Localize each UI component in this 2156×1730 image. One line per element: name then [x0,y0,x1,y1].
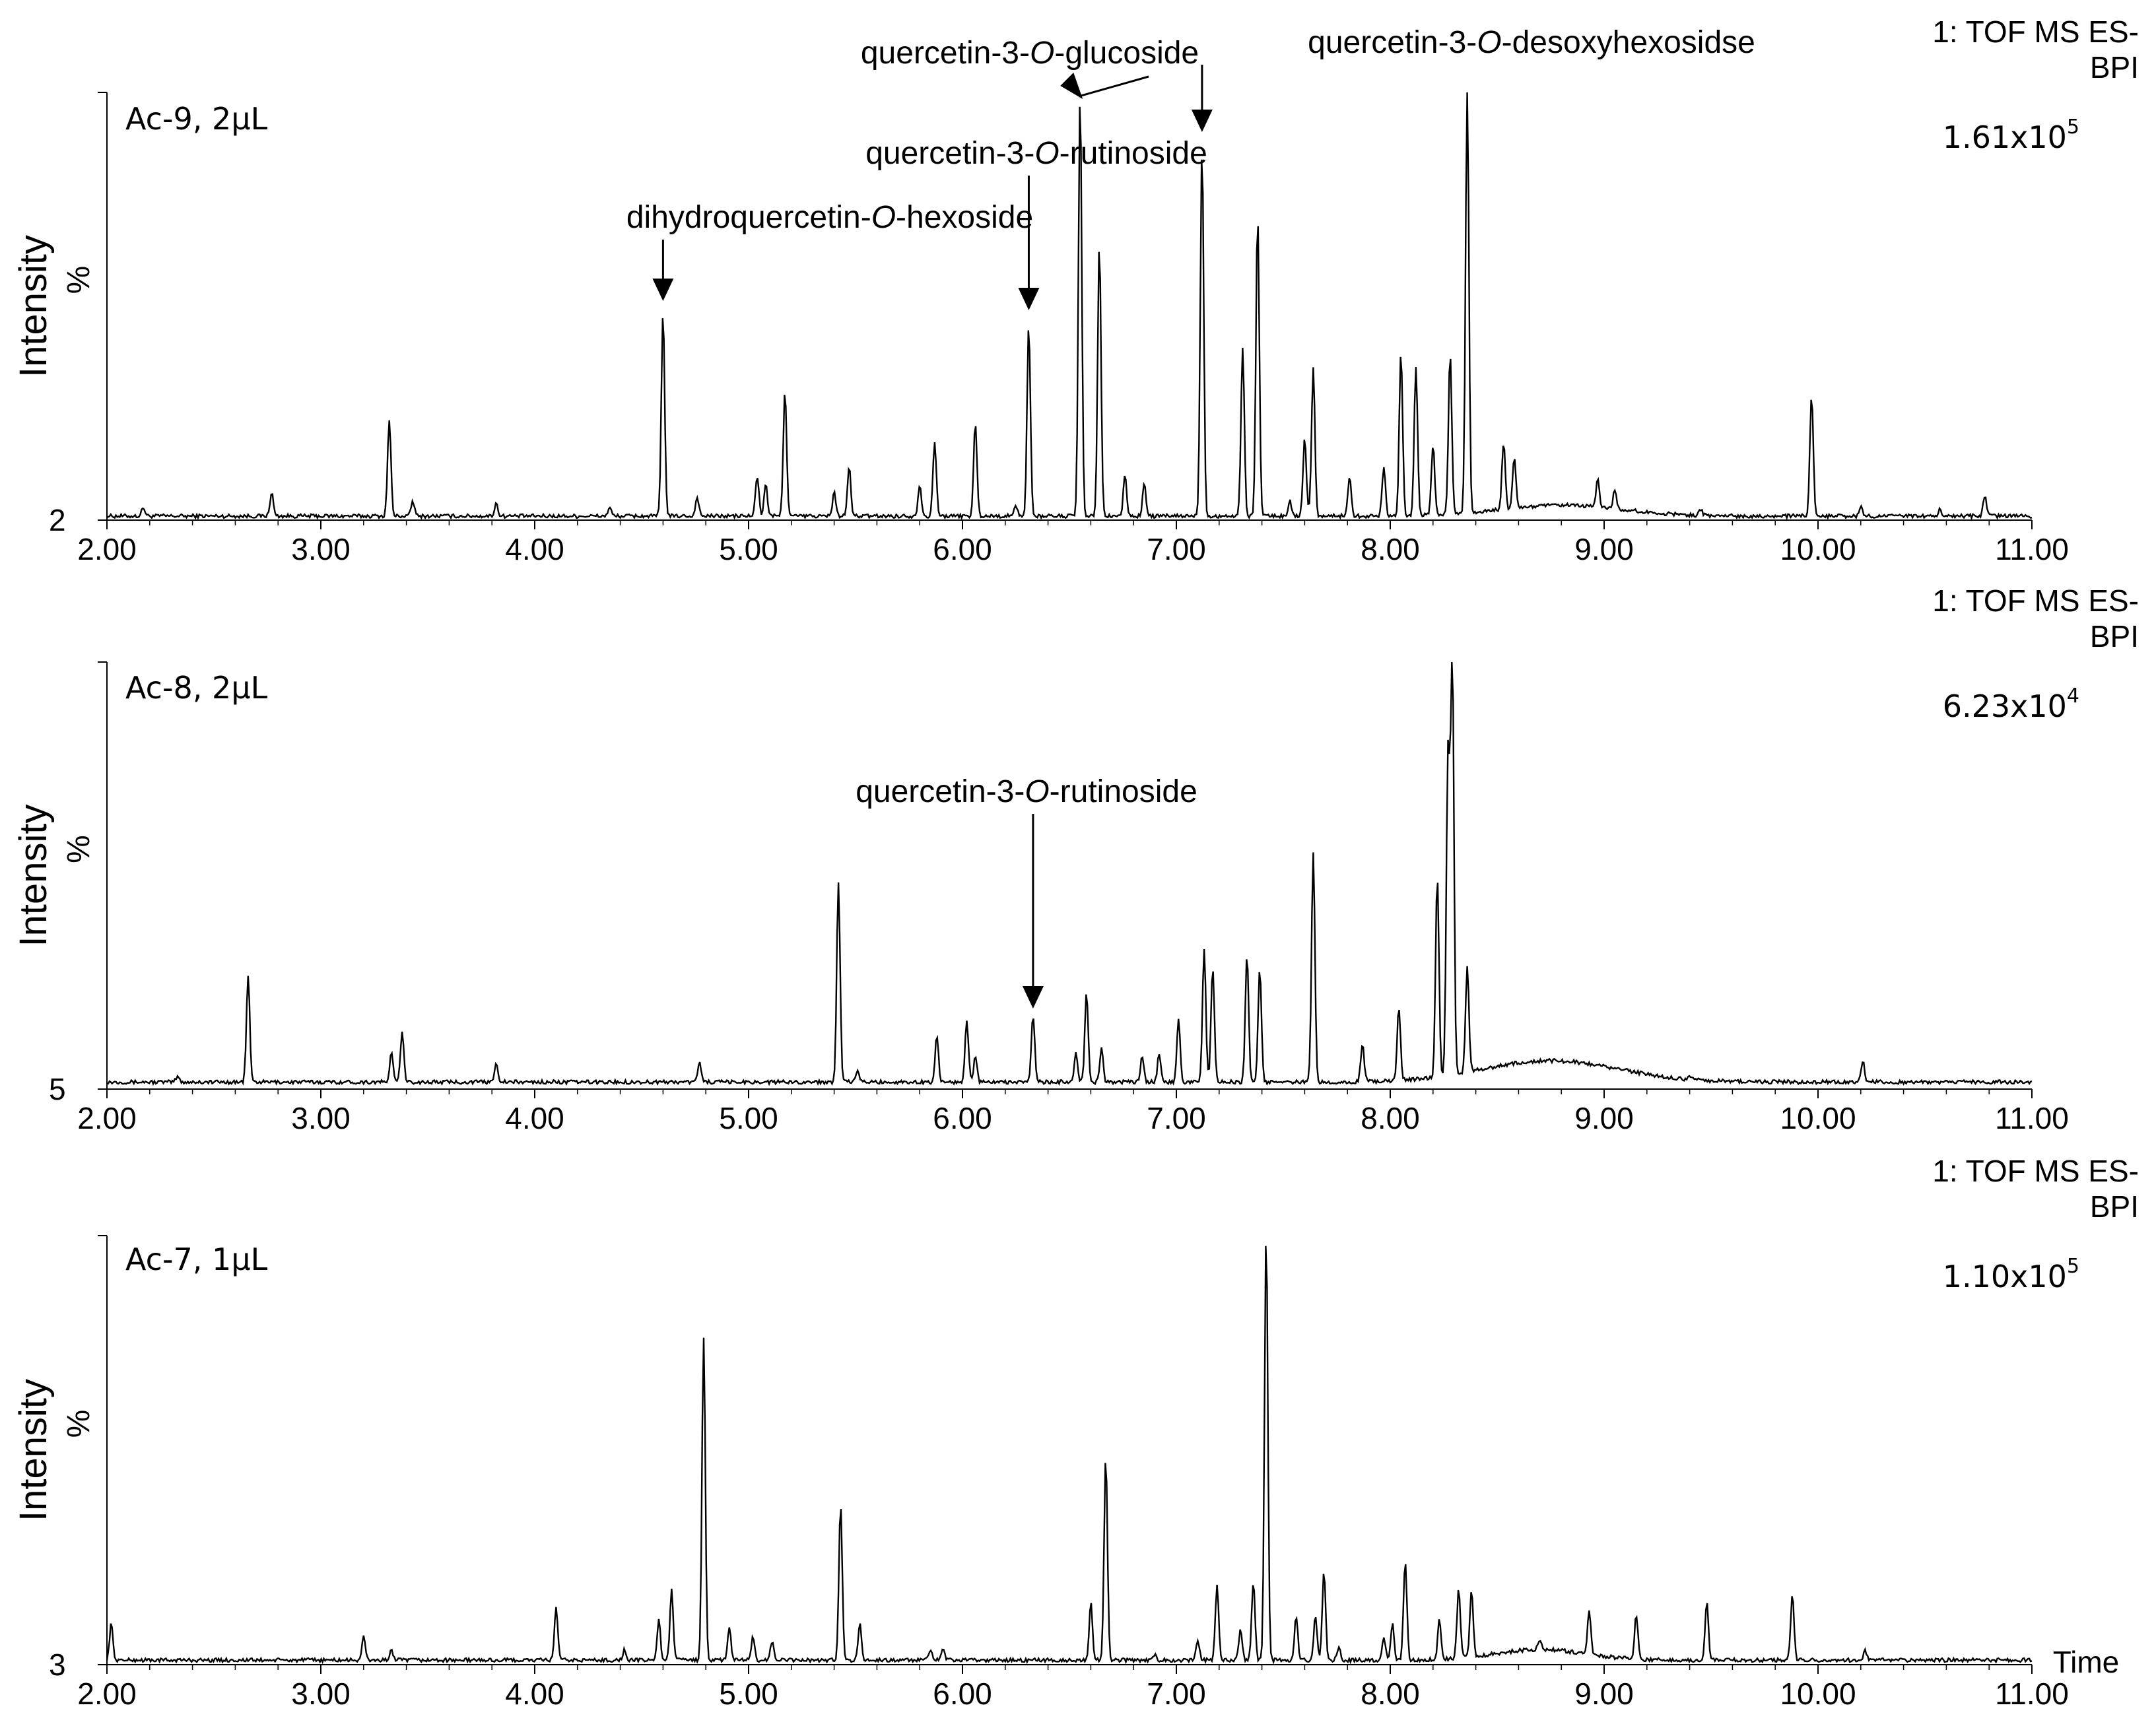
x-tick-label: 2.00 [77,1677,137,1711]
annotation-text-pre: quercetin-3- [856,774,1025,809]
annotation-text-italic: O [1477,25,1501,60]
x-tick-label: 11.00 [1995,1677,2069,1711]
peak-annotation: quercetin-3-O-glucoside [861,36,1199,71]
x-tick-label: 9.00 [1574,532,1634,566]
annotation-text-post: -desoxyhexosidse [1502,25,1755,60]
y-axis-label: Intensity [12,805,55,947]
x-tick-label: 11.00 [1995,532,2069,566]
chromatogram-panel: 2.00 3.00 4.00 5.00 6.00 7.00 8.00 9.00 10.00 11.… [12,583,2139,1135]
x-tick-label: 3.00 [291,532,351,566]
peak-annotation: dihydroquercetin-O-hexoside [626,200,1033,235]
peak-annotation: quercetin-3-O-rutinoside [865,136,1207,171]
y-unit-label: % [61,266,96,294]
max-intensity-base: 1.10x10 [1943,1259,2067,1294]
y-axis-label: Intensity [12,235,55,378]
x-tick-label: 9.00 [1574,1101,1634,1135]
annotation-text-post: -rutinoside [1050,774,1197,809]
x-tick-label: 8.00 [1361,1101,1420,1135]
instrument-line1: 1: TOF MS ES- [1932,583,2139,618]
annotation-arrowhead [1018,288,1040,310]
max-intensity-base: 6.23x10 [1943,688,2067,724]
annotation-text-italic: O [1030,36,1054,71]
annotation-text-post: -glucoside [1054,36,1199,71]
x-tick-label: 2.00 [77,1101,137,1135]
peak-annotation: quercetin-3-O-rutinoside [856,774,1197,809]
instrument-line1: 1: TOF MS ES- [1932,15,2139,49]
max-intensity-exponent: 4 [2067,684,2079,708]
annotation-text-post: -rutinoside [1060,136,1207,171]
chromatogram-trace [106,92,2033,521]
x-tick-label: 4.00 [505,532,564,566]
x-tick-label: 5.00 [719,1677,778,1711]
y-axis-label: Intensity [12,1379,55,1521]
x-tick-label: 10.00 [1780,1101,1856,1135]
annotation-text-pre: quercetin-3- [865,136,1034,171]
chromatogram-panel: 2.00 3.00 4.00 5.00 6.00 7.00 8.00 9.00 10.00 11.… [12,15,2139,566]
annotation-text-italic: O [1025,774,1049,809]
x-tick-label: 7.00 [1147,1101,1206,1135]
x-tick-label: 5.00 [719,1101,778,1135]
chromatogram-trace [106,661,2033,1086]
annotation-text-pre: dihydroquercetin- [626,200,871,235]
max-intensity-label: 1.10x105 [1943,1255,2079,1294]
annotation-arrowhead [1191,110,1213,132]
instrument-line2: BPI [2090,1189,2139,1224]
instrument-line2: BPI [2090,50,2139,84]
panel-label: Ac-8, 2µL [125,670,268,706]
x-tick-label: 3.00 [291,1101,351,1135]
peak-annotation: quercetin-3-O-desoxyhexosidse [1308,25,1755,60]
max-intensity-exponent: 5 [2067,1255,2079,1278]
x-tick-label: 6.00 [933,1677,992,1711]
x-tick-label: 9.00 [1574,1677,1634,1711]
x-tick-label: 10.00 [1780,1677,1856,1711]
x-tick-label: 8.00 [1361,1677,1420,1711]
x-tick-label: 6.00 [933,1101,992,1135]
annotation-text-pre: quercetin-3- [1308,25,1477,60]
x-axis-label: Time [2053,1645,2120,1679]
x-tick-label: 10.00 [1780,532,1856,566]
chromatogram-trace [106,1246,2033,1665]
annotation-arrow-line [1078,75,1149,98]
annotation-text-post: -hexoside [896,200,1033,235]
x-tick-label: 7.00 [1147,1677,1206,1711]
y-unit-label: % [61,1410,96,1438]
x-tick-label: 4.00 [505,1101,564,1135]
annotation-text-italic: O [871,200,896,235]
y-unit-label: % [61,835,96,863]
instrument-line2: BPI [2090,619,2139,653]
x-tick-label: 3.00 [291,1677,351,1711]
x-tick-label: 6.00 [933,532,992,566]
y-min-label: 2 [49,503,66,537]
chromatogram-panel: 2.00 3.00 4.00 5.00 6.00 7.00 8.00 9.00 10.00 11.… [12,1154,2139,1711]
x-tick-label: 7.00 [1147,532,1206,566]
x-tick-label: 2.00 [77,532,137,566]
annotation-arrowhead [1060,73,1083,99]
max-intensity-exponent: 5 [2067,116,2079,139]
annotation-arrowhead [1022,986,1044,1009]
instrument-line1: 1: TOF MS ES- [1932,1154,2139,1188]
x-tick-label: 8.00 [1361,532,1420,566]
panel-label: Ac-9, 2µL [125,101,268,137]
x-tick-label: 11.00 [1995,1101,2069,1135]
annotation-arrowhead [652,279,674,301]
x-tick-label: 5.00 [719,532,778,566]
panel-label: Ac-7, 1µL [125,1242,268,1277]
y-min-label: 5 [49,1072,66,1106]
max-intensity-label: 1.61x105 [1943,116,2079,155]
max-intensity-base: 1.61x10 [1943,119,2067,155]
x-tick-label: 4.00 [505,1677,564,1711]
y-min-label: 3 [49,1647,66,1682]
annotation-text-pre: quercetin-3- [861,36,1030,71]
annotation-text-italic: O [1034,136,1059,171]
max-intensity-label: 6.23x104 [1943,684,2079,724]
